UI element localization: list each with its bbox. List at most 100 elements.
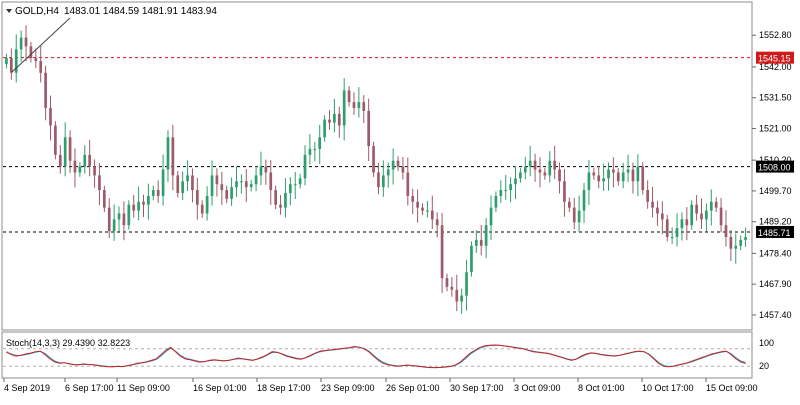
candle-body — [386, 169, 390, 176]
candle-body — [166, 137, 170, 170]
candle-body — [176, 175, 180, 193]
price-tick-label: 1531.50 — [759, 93, 792, 103]
candle-body — [729, 236, 733, 249]
candle-body — [195, 190, 199, 205]
candle-body — [220, 184, 224, 191]
candle-body — [739, 239, 743, 246]
candle-body — [244, 181, 248, 188]
candle-body — [254, 175, 258, 185]
candle-body — [391, 160, 395, 170]
candle-body — [538, 169, 542, 173]
indicator-tick-label: 20 — [759, 361, 769, 371]
level-price-tag — [756, 160, 794, 173]
candle-body — [577, 210, 581, 223]
candle-body — [298, 178, 302, 185]
candlestick-series — [5, 25, 747, 314]
candle-body — [39, 61, 43, 73]
candle-body — [161, 169, 165, 196]
horizontal-level-lines[interactable] — [3, 57, 751, 233]
candle-body — [572, 207, 576, 223]
candle-body — [646, 190, 650, 202]
candle-body — [200, 204, 204, 214]
price-tick-label: 1467.90 — [759, 279, 792, 289]
candle-body — [700, 213, 703, 220]
candle-body — [318, 137, 322, 150]
candle-body — [744, 237, 747, 240]
candle-body — [328, 119, 331, 123]
candle-body — [137, 201, 140, 211]
candle-body — [367, 110, 371, 147]
candle-body — [308, 149, 312, 155]
candle-body — [68, 137, 72, 161]
candle-body — [98, 175, 101, 191]
candle-body — [288, 184, 292, 193]
level-price-tag — [756, 51, 794, 64]
candle-body — [528, 160, 532, 167]
stochastic-label: Stoch(14,3,3) 29.4390 32.8223 — [6, 338, 130, 348]
candle-body — [553, 160, 557, 170]
candle-body — [102, 190, 106, 208]
time-tick-label: 18 Sep 17:00 — [257, 383, 311, 393]
candle-body — [147, 195, 150, 205]
candle-body — [396, 160, 400, 167]
time-axis: 4 Sep 2019 6 Sep 17:00 11 Sep 09:00 16 Sep … — [3, 378, 758, 393]
candle-body — [323, 119, 326, 138]
candle-body — [709, 201, 713, 211]
price-tick-label: 1552.80 — [759, 30, 792, 40]
candle-body — [34, 58, 38, 62]
trend-line[interactable] — [11, 17, 71, 73]
candle-body — [474, 239, 478, 246]
candle-body — [514, 178, 517, 185]
candle-body — [88, 154, 92, 167]
time-tick-label: 4 Sep 2019 — [4, 383, 50, 393]
candle-body — [435, 219, 439, 226]
grid-lines — [3, 348, 751, 367]
candle-body — [342, 90, 346, 126]
time-tick-label: 26 Sep 01:00 — [386, 383, 440, 393]
candle-body — [215, 175, 219, 185]
candle-body — [705, 210, 708, 220]
level-price-tag — [756, 225, 794, 238]
candle-body — [719, 207, 723, 226]
candle-body — [372, 146, 375, 173]
time-tick-label: 3 Oct 09:00 — [514, 383, 561, 393]
candle-body — [337, 113, 341, 126]
candle-body — [465, 272, 468, 296]
candle-body — [112, 219, 116, 232]
candle-body — [401, 166, 405, 173]
candle-body — [690, 204, 694, 226]
stochastic-series — [6, 344, 746, 369]
candle-body — [421, 207, 424, 211]
candle-body — [445, 278, 449, 287]
candle-body — [656, 207, 659, 214]
price-pane-frame — [1, 1, 753, 331]
candle-body — [621, 172, 625, 182]
ohlc-readout: 1483.01 1484.59 1481.91 1483.94 — [64, 6, 217, 17]
candle-body — [685, 219, 689, 226]
candle-body — [567, 201, 571, 208]
candle-body — [641, 166, 645, 191]
level-price-tag-text: 1508.00 — [758, 163, 791, 173]
candle-body — [171, 137, 175, 176]
price-tick-label: 1478.40 — [759, 248, 792, 258]
time-tick-label: 30 Sep 17:00 — [450, 383, 504, 393]
candle-body — [602, 178, 605, 182]
candle-body — [63, 137, 67, 167]
candle-body — [411, 195, 415, 202]
symbol-dropdown-icon[interactable] — [6, 9, 12, 13]
candle-body — [73, 160, 77, 173]
candle-body — [450, 286, 454, 290]
trend-line-segment[interactable] — [11, 17, 71, 73]
candle-body — [426, 210, 429, 212]
candle-body — [249, 184, 253, 188]
price-tick-label: 1489.20 — [759, 217, 792, 227]
candle-body — [582, 190, 586, 211]
candle-body — [563, 181, 566, 202]
candle-body — [489, 207, 493, 226]
candle-body — [117, 213, 121, 220]
candle-body — [533, 160, 537, 170]
price-axis: 1552.80 1542.00 1531.50 1521.00 1510.20 1499.… — [752, 30, 792, 320]
time-tick-label: 15 Oct 09:00 — [706, 383, 758, 393]
